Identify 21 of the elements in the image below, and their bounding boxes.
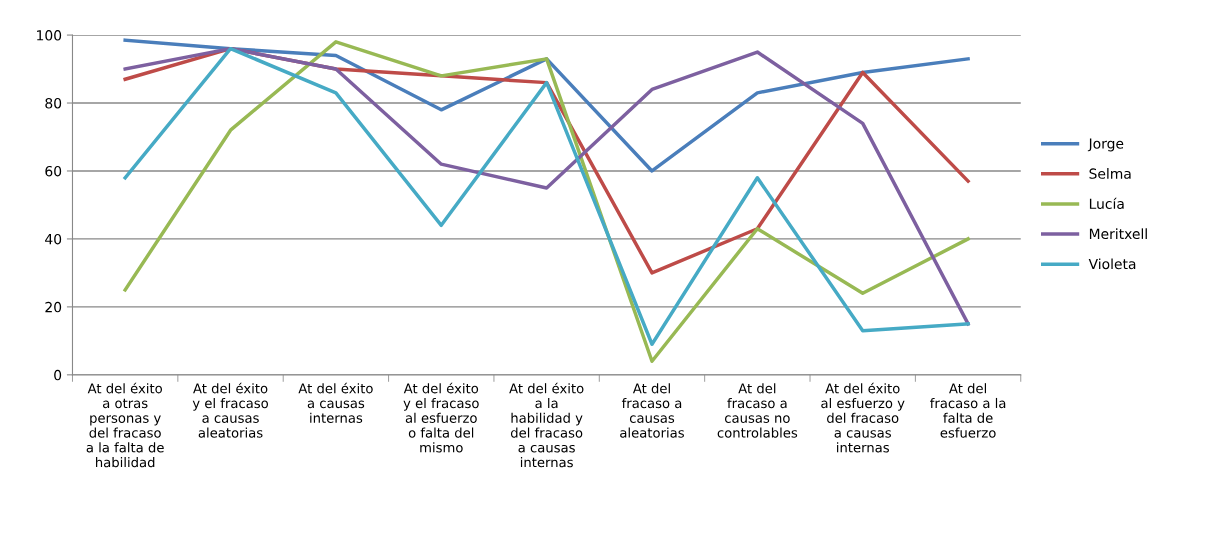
legend-label: Jorge xyxy=(1087,138,1124,152)
y-tick-label: 20 xyxy=(45,301,62,313)
x-tick-label: At del fracaso a causas aleatorias xyxy=(620,383,684,438)
y-tick-label: 60 xyxy=(45,165,62,177)
legend-label: Lucía xyxy=(1089,197,1124,209)
y-tick-label: 80 xyxy=(45,97,62,109)
legend-label: Selma xyxy=(1089,168,1131,179)
x-tick-label: At del fracaso a causas no controlables xyxy=(717,383,798,438)
x-tick-label: At del éxito al esfuerzo y del fracaso a causas internas xyxy=(821,382,905,453)
legend-label: Violeta xyxy=(1088,258,1136,270)
y-tick-label: 0 xyxy=(54,369,62,381)
y-tick-label: 40 xyxy=(45,233,62,245)
line-series xyxy=(123,38,970,173)
legend-label: Meritxell xyxy=(1089,228,1147,240)
x-tick-label: At del éxito a otras personas y del fracaso a la falta de habilidad xyxy=(86,382,164,468)
x-tick-label: At del éxito y el fracaso al esfuerzo o falta del mismo xyxy=(403,382,479,453)
x-tick-label: At del éxito a causas internas xyxy=(298,382,373,423)
x-tick-label: At del fracaso a la falta de esfuerzo xyxy=(930,383,1006,438)
y-tick-label: 100 xyxy=(37,30,62,41)
x-tick-label: At del éxito y el fracaso a causas aleatorias xyxy=(192,382,269,438)
x-tick-label: At del éxito a la habilidad y del fracaso a causas internas xyxy=(509,382,584,468)
